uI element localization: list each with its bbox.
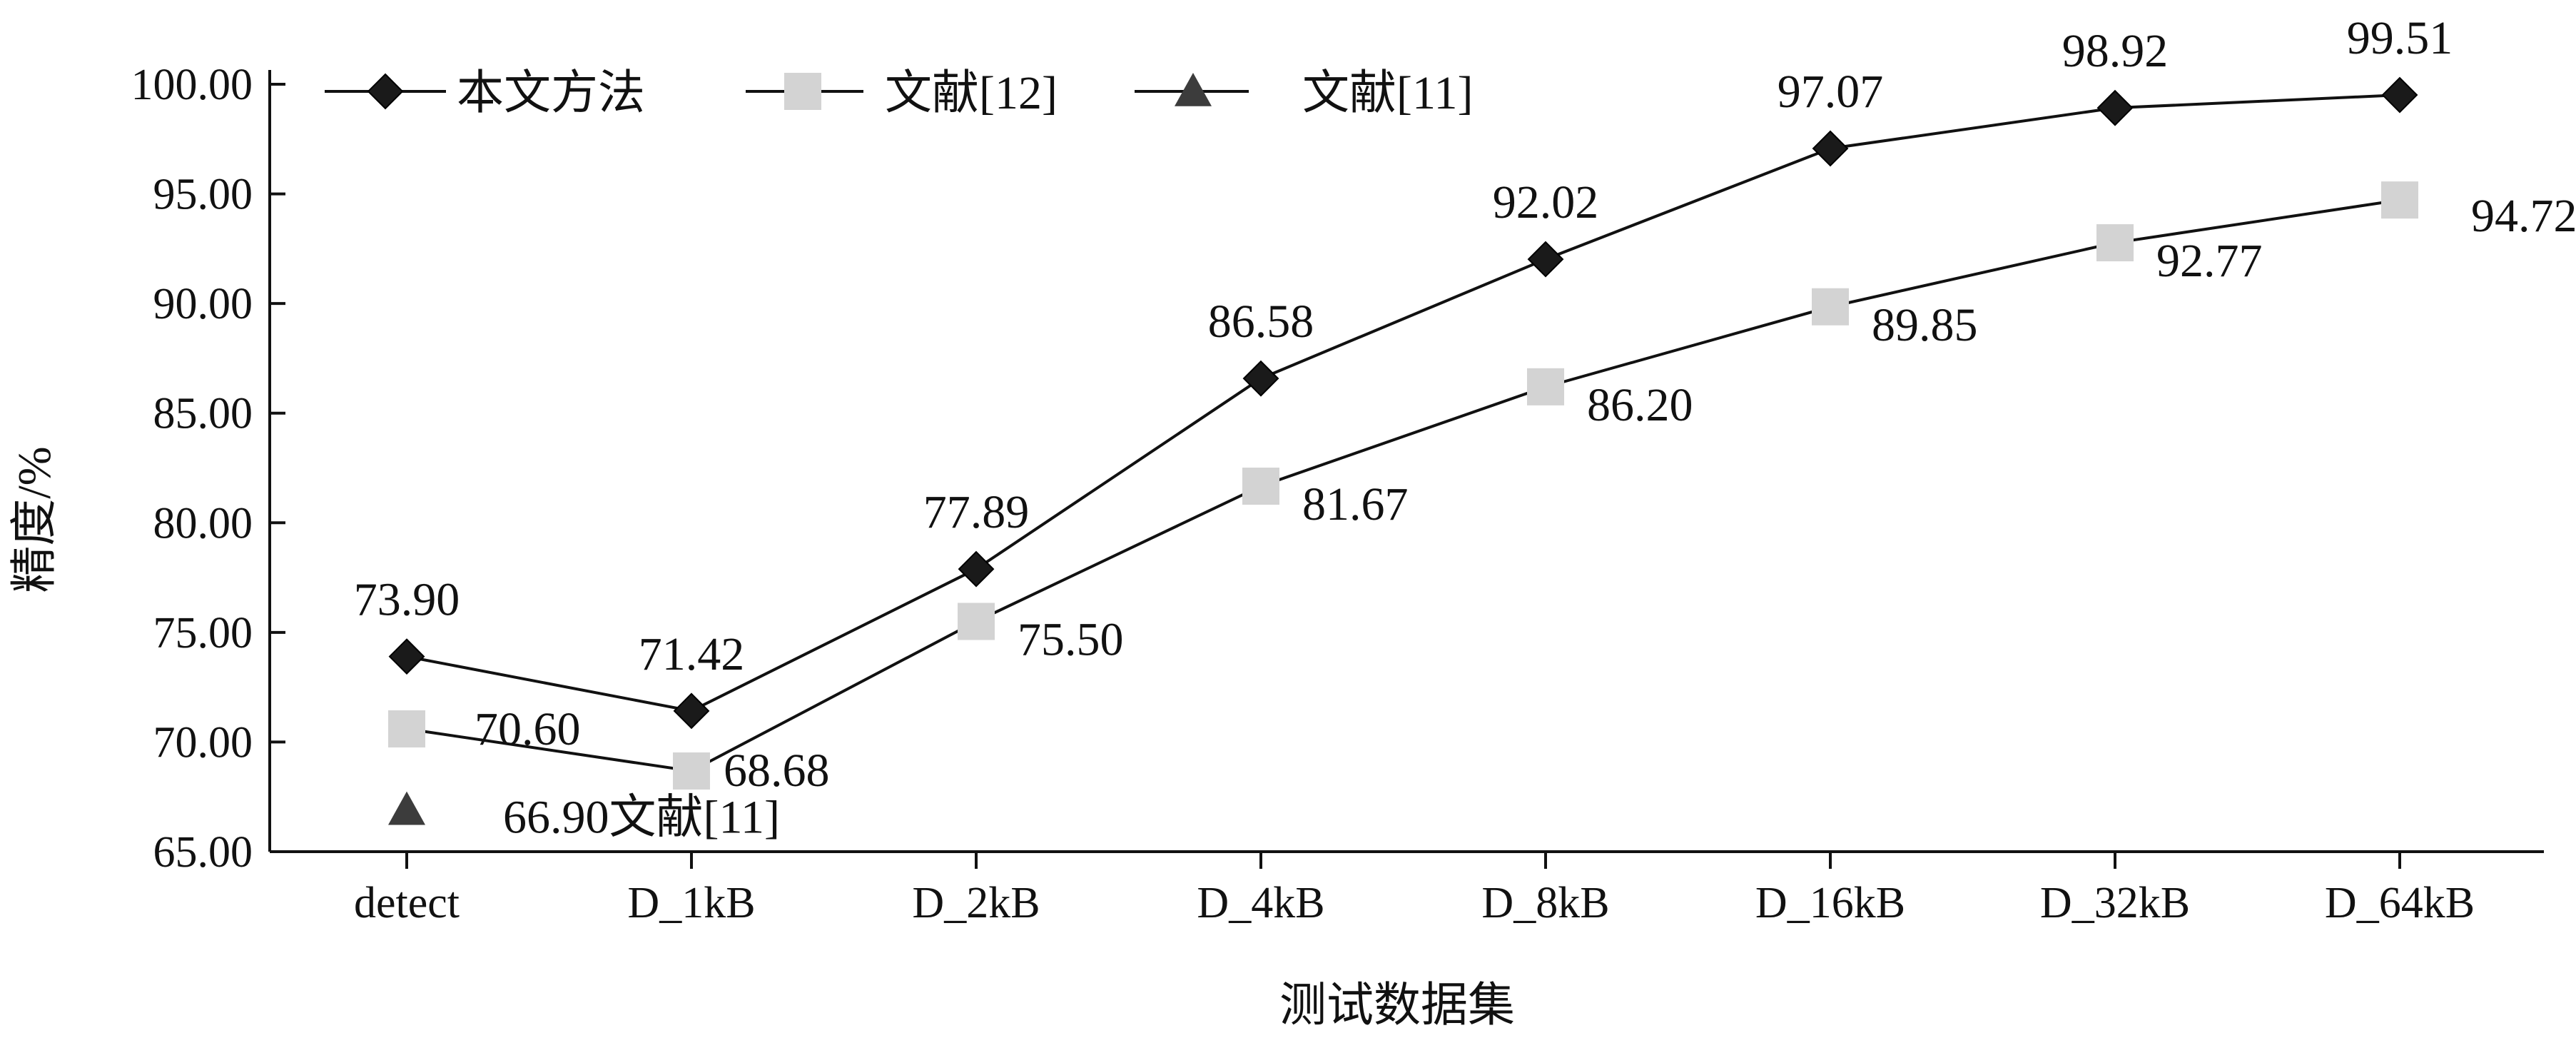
data-label: 71.42 <box>639 628 745 680</box>
data-label: 86.20 <box>1587 379 1693 431</box>
x-tick-label: D_16kB <box>1755 879 1905 927</box>
y-tick-label: 100.00 <box>131 61 253 109</box>
y-tick-label: 95.00 <box>153 171 253 219</box>
legend-label: 文献[11] <box>1302 67 1474 119</box>
series-lines <box>406 94 2400 773</box>
data-point <box>2381 181 2418 219</box>
data-point <box>673 752 710 790</box>
data-label: 94.72 <box>2471 190 2576 242</box>
data-label: 89.85 <box>1872 299 1978 351</box>
data-label: 77.89 <box>923 486 1030 538</box>
series-line-1 <box>406 198 2400 773</box>
data-point <box>2381 76 2418 114</box>
x-axis-title: 测试数据集 <box>1279 979 1515 1032</box>
y-tick-label: 70.00 <box>153 718 253 767</box>
series-line-0 <box>406 94 2400 712</box>
data-label: 99.51 <box>2347 12 2453 64</box>
legend-marker <box>1175 73 1212 106</box>
x-tick-label: D_2kB <box>912 879 1040 927</box>
data-point <box>388 638 425 675</box>
data-point <box>673 692 710 730</box>
legend-label: 文献[12] <box>885 67 1058 119</box>
axes: 65.00 70.00 75.00 80.00 85.00 90.00 95.00 100.0… <box>131 61 2544 927</box>
data-label: 68.68 <box>724 745 830 797</box>
data-point <box>1242 360 1279 397</box>
data-point <box>2096 89 2134 126</box>
data-point <box>1812 288 1849 326</box>
data-label: 70.60 <box>475 703 581 755</box>
data-point <box>1242 467 1279 505</box>
x-tick-label: D_8kB <box>1481 879 1609 927</box>
x-tick-label: D_64kB <box>2325 879 2475 927</box>
data-labels: 73.90 71.42 77.89 86.58 92.02 97.07 98.92 99.51… <box>354 12 2576 844</box>
data-label: 92.02 <box>1493 176 1599 228</box>
data-point <box>958 603 995 640</box>
data-label: 66.90文献[11] <box>503 792 780 844</box>
y-tick-label: 80.00 <box>153 499 253 548</box>
data-label: 86.58 <box>1208 296 1314 348</box>
y-tick-label: 65.00 <box>153 828 253 877</box>
data-label: 81.67 <box>1302 478 1409 530</box>
data-label: 73.90 <box>354 574 460 626</box>
y-axis-title: 精度/% <box>9 446 61 593</box>
data-label: 98.92 <box>2062 25 2169 77</box>
series-markers <box>388 76 2418 825</box>
data-point <box>1527 368 1564 405</box>
legend-marker <box>367 73 404 110</box>
legend-label: 本文方法 <box>457 67 645 119</box>
x-tick-label: detect <box>354 879 460 927</box>
data-point <box>1527 241 1564 278</box>
y-tick-label: 75.00 <box>153 609 253 657</box>
data-point <box>2096 224 2134 262</box>
data-point <box>388 710 425 747</box>
data-label: 75.50 <box>1018 614 1124 666</box>
legend-marker <box>784 73 821 110</box>
data-point <box>388 791 425 825</box>
y-tick-label: 90.00 <box>153 280 253 328</box>
data-label: 92.77 <box>2156 235 2263 287</box>
x-tick-label: D_1kB <box>627 879 755 927</box>
data-point <box>1812 130 1849 167</box>
data-label: 97.07 <box>1778 66 1884 118</box>
x-tick-label: D_4kB <box>1197 879 1324 927</box>
data-point <box>958 550 995 588</box>
x-tick-label: D_32kB <box>2040 879 2190 927</box>
y-tick-label: 85.00 <box>153 390 253 438</box>
legend: 本文方法 文献[12] 文献[11] <box>325 67 1474 119</box>
